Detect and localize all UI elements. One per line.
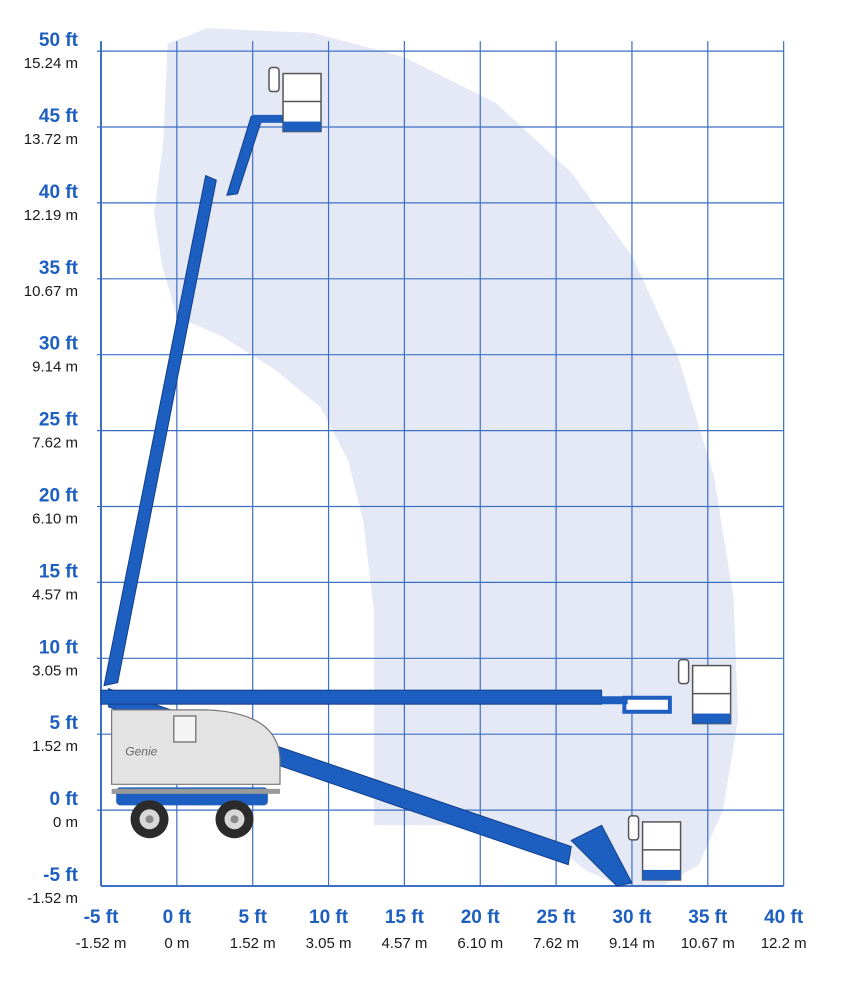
y-tick-m: 9.14 m (32, 359, 78, 376)
x-tick-m: 0 m (164, 935, 189, 952)
y-tick-m: 10.67 m (24, 283, 78, 300)
platform-below-grade (627, 815, 682, 881)
axis-labels: 50 ft 15.24 m 45 ft 13.72 m 40 ft 12.19 m 35 f… (24, 30, 807, 952)
y-tick-m: 0 m (53, 814, 78, 831)
platform-max-height (268, 66, 322, 133)
y-tick-m: 3.05 m (32, 662, 78, 679)
x-tick-ft: 20 ft (461, 907, 501, 928)
platform-max-reach (677, 658, 732, 725)
y-tick-ft: -5 ft (43, 865, 79, 886)
engine-door (173, 715, 197, 743)
y-tick-ft: 10 ft (39, 637, 79, 658)
y-tick-m: 1.52 m (32, 738, 78, 755)
y-tick-ft: 50 ft (39, 30, 79, 51)
jib-arm-raised (252, 114, 297, 123)
y-tick-m: 12.19 m (24, 207, 78, 224)
x-tick-m: 3.05 m (306, 935, 352, 952)
boom-raised (103, 174, 217, 687)
y-tick-ft: 0 ft (50, 789, 79, 810)
x-tick-ft: 5 ft (238, 907, 267, 928)
x-tick-ft: 35 ft (688, 907, 728, 928)
control-box (268, 66, 280, 93)
x-tick-ft: -5 ft (84, 907, 120, 928)
control-box (627, 815, 640, 841)
working-envelope (154, 28, 739, 887)
platform-toeboard (283, 121, 322, 132)
y-tick-ft: 30 ft (39, 334, 79, 355)
boom-horizontal (100, 689, 603, 705)
y-tick-ft: 20 ft (39, 486, 79, 507)
y-tick-m: 4.57 m (32, 586, 78, 603)
y-tick-m: 15.24 m (24, 55, 78, 72)
jib-knuckle (601, 696, 628, 705)
boom-lift: Genie (100, 66, 732, 887)
turntable-bearing (111, 788, 281, 794)
control-box (677, 658, 690, 685)
x-tick-m: -1.52 m (76, 935, 127, 952)
x-tick-m: 9.14 m (609, 935, 655, 952)
y-tick-ft: 25 ft (39, 410, 79, 431)
x-tick-m: 10.67 m (681, 935, 735, 952)
y-tick-m: 7.62 m (32, 435, 78, 452)
wheel (130, 800, 169, 839)
brand-logo: Genie (125, 744, 157, 758)
x-tick-ft: 15 ft (385, 907, 425, 928)
x-tick-ft: 40 ft (764, 907, 804, 928)
x-tick-m: 12.2 m (761, 935, 807, 952)
wheel-hub (145, 815, 154, 824)
x-tick-m: 6.10 m (457, 935, 503, 952)
x-tick-ft: 30 ft (612, 907, 652, 928)
turntable-counterweight (111, 709, 281, 785)
chassis: Genie (111, 709, 281, 839)
wheel-hub (230, 815, 239, 824)
platform-toeboard (692, 713, 731, 724)
x-tick-ft: 10 ft (309, 907, 349, 928)
jib-lowered (570, 824, 633, 887)
y-tick-ft: 45 ft (39, 106, 79, 127)
y-tick-ft: 15 ft (39, 561, 79, 582)
y-tick-ft: 40 ft (39, 182, 79, 203)
x-tick-m: 1.52 m (230, 935, 276, 952)
y-tick-m: 6.10 m (32, 511, 78, 528)
y-tick-ft: 35 ft (39, 258, 79, 279)
y-tick-m: 13.72 m (24, 131, 78, 148)
y-tick-m: -1.52 m (27, 890, 78, 907)
x-tick-m: 4.57 m (381, 935, 427, 952)
x-tick-ft: 25 ft (537, 907, 577, 928)
x-tick-ft: 0 ft (163, 907, 192, 928)
jib-horizontal (622, 695, 672, 714)
y-tick-ft: 5 ft (50, 713, 79, 734)
x-tick-m: 7.62 m (533, 935, 579, 952)
wheel (215, 800, 254, 839)
platform-toeboard (642, 869, 681, 880)
